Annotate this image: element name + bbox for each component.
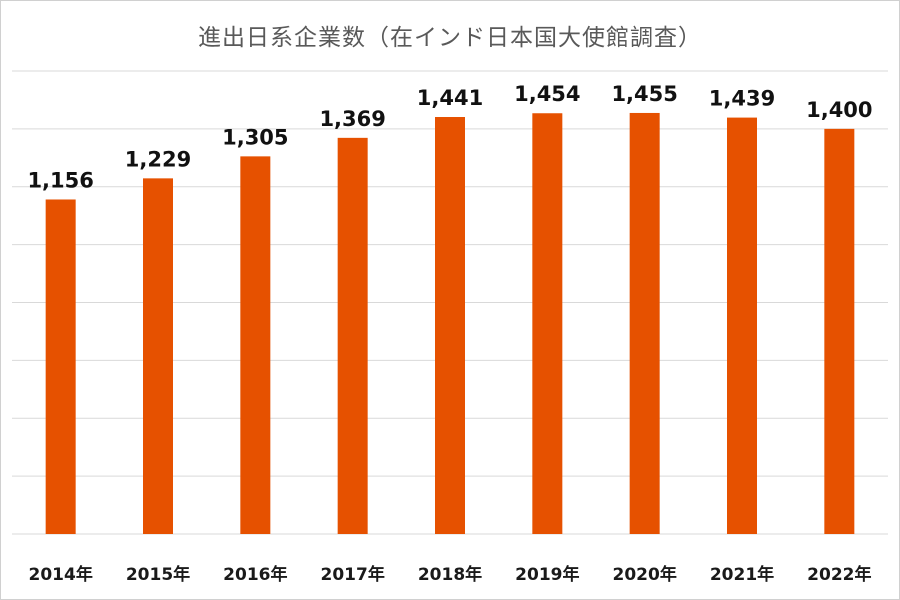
data-label-2014年: 1,156 — [27, 168, 93, 192]
data-labels: 1,156 1,229 1,305 1,369 1,441 1,454 1,455 1,439… — [27, 82, 872, 193]
data-label-2016年: 1,305 — [222, 125, 288, 149]
x-tick-label: 2020年 — [613, 564, 677, 585]
data-label-2022年: 1,400 — [806, 98, 872, 122]
bar-2018年 — [435, 117, 465, 535]
data-label-2019年: 1,454 — [514, 82, 580, 106]
x-tick-label: 2016年 — [223, 564, 287, 585]
x-tick-label: 2021年 — [710, 564, 774, 585]
bar-2020年 — [629, 112, 660, 534]
bar-2019年 — [532, 113, 563, 534]
bar-2015年 — [143, 178, 173, 534]
x-tick-label: 2014年 — [29, 564, 93, 585]
x-tick-label: 2018年 — [418, 564, 482, 585]
data-label-2015年: 1,229 — [125, 147, 191, 171]
data-label-2020年: 1,455 — [611, 82, 677, 106]
chart-title: 進出日系企業数（在インド日本国大使館調査） — [198, 25, 702, 51]
data-label-2017年: 1,369 — [319, 107, 385, 131]
bar-2021年 — [727, 117, 757, 534]
x-axis-tick-labels: 2014年 2015年 2016年 2017年 2018年 2019年 2020年 2021年… — [29, 564, 872, 585]
bar-2014年 — [45, 199, 76, 535]
data-label-2021年: 1,439 — [709, 87, 775, 111]
bars — [45, 112, 855, 535]
bar-2022年 — [824, 128, 855, 534]
bar-2017年 — [337, 137, 368, 534]
x-tick-label: 2022年 — [807, 564, 871, 585]
data-label-2018年: 1,441 — [417, 86, 483, 110]
x-tick-label: 2015年 — [126, 564, 190, 585]
x-tick-label: 2017年 — [321, 564, 385, 585]
x-tick-label: 2019年 — [515, 564, 579, 585]
bar-2016年 — [240, 156, 271, 534]
